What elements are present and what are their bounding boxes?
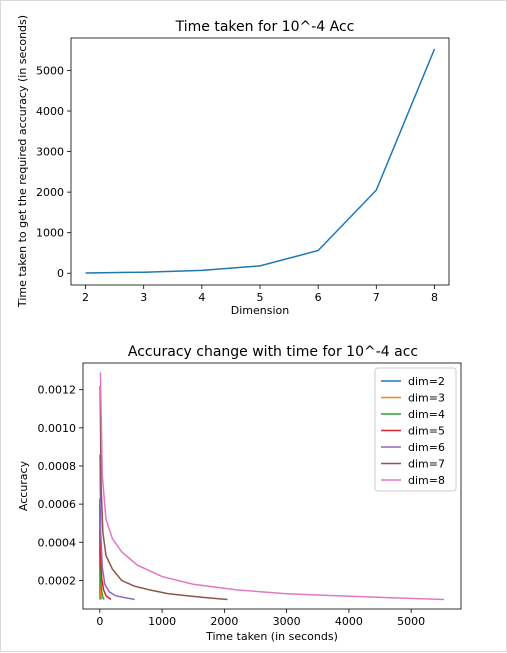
legend-label: dim=6	[408, 441, 445, 454]
legend-label: dim=8	[408, 474, 445, 487]
legend-label: dim=5	[408, 425, 445, 438]
y-tick-label: 5000	[36, 64, 64, 77]
chart1-x-ticks: 2 3 4 5 6 7 8	[82, 285, 438, 304]
chart2-y-ticks: 0.0002 0.0004 0.0006 0.0008 0.0010 0.0012	[38, 384, 84, 588]
legend-label: dim=3	[408, 392, 445, 405]
chart-time-vs-dimension: Time taken for 10^-4 Acc 2 3 4 5 6 7 8 0 1000 20…	[16, 15, 449, 317]
x-tick-label: 8	[431, 291, 438, 304]
y-tick-label: 0	[57, 267, 64, 280]
y-tick-label: 0.0008	[38, 460, 77, 473]
x-tick-label: 5000	[397, 615, 425, 628]
legend-label: dim=4	[408, 408, 445, 421]
chart2-title: Accuracy change with time for 10^-4 acc	[128, 344, 418, 360]
y-tick-label: 4000	[36, 105, 64, 118]
x-tick-label: 2000	[210, 615, 238, 628]
chart1-plot-area	[71, 38, 449, 285]
chart1-title: Time taken for 10^-4 Acc	[175, 19, 355, 35]
chart2-x-ticks: 0 1000 2000 3000 4000 5000	[96, 609, 425, 628]
x-tick-label: 3	[140, 291, 147, 304]
chart-accuracy-vs-time: Accuracy change with time for 10^-4 acc …	[17, 344, 461, 643]
x-tick-label: 5	[257, 291, 264, 304]
x-tick-label: 3000	[273, 615, 301, 628]
x-tick-label: 7	[373, 291, 380, 304]
chart1-y-axis-label: Time taken to get the required accuracy …	[16, 15, 29, 308]
y-tick-label: 0.0010	[38, 422, 77, 435]
chart1-y-ticks: 0 1000 2000 3000 4000 5000	[36, 64, 71, 280]
y-tick-label: 0.0012	[38, 384, 77, 397]
x-tick-label: 4000	[335, 615, 363, 628]
x-tick-label: 0	[96, 615, 103, 628]
y-tick-label: 3000	[36, 146, 64, 159]
y-tick-label: 2000	[36, 186, 64, 199]
x-tick-label: 4	[198, 291, 205, 304]
series-line-dim-7	[100, 386, 227, 600]
legend-label: dim=2	[408, 375, 445, 388]
chart2-legend: dim=2 dim=3 dim=4 dim=5 dim=6 dim=7 dim=8	[375, 368, 456, 491]
x-tick-label: 2	[82, 291, 89, 304]
x-tick-label: 1000	[148, 615, 176, 628]
y-tick-label: 0.0006	[38, 498, 77, 511]
series-line-main	[86, 49, 435, 273]
y-tick-label: 0.0002	[38, 574, 77, 587]
chart1-series	[86, 49, 435, 273]
legend-label: dim=7	[408, 458, 445, 471]
chart2-x-axis-label: Time taken (in seconds)	[205, 630, 338, 643]
x-tick-label: 6	[315, 291, 322, 304]
chart1-x-axis-label: Dimension	[231, 304, 289, 317]
y-tick-label: 0.0004	[38, 536, 77, 549]
y-tick-label: 1000	[36, 227, 64, 240]
series-line-dim-6	[100, 455, 135, 600]
chart2-y-axis-label: Accuracy	[17, 460, 30, 511]
